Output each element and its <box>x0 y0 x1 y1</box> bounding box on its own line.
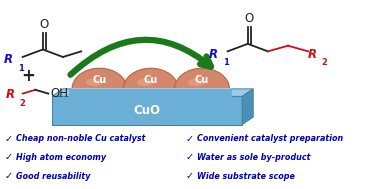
Text: Cheap non-noble Cu catalyst: Cheap non-noble Cu catalyst <box>16 134 146 143</box>
Text: Good reusability: Good reusability <box>16 172 91 181</box>
Text: Cu: Cu <box>92 75 107 85</box>
Text: ✓: ✓ <box>186 134 194 144</box>
Text: ✓: ✓ <box>186 152 194 162</box>
Ellipse shape <box>137 79 153 86</box>
Text: CuO: CuO <box>133 104 161 117</box>
Text: ✓: ✓ <box>5 134 12 144</box>
Text: OH: OH <box>50 87 68 100</box>
Ellipse shape <box>86 79 102 86</box>
Text: R: R <box>5 88 14 101</box>
Text: 1: 1 <box>223 58 229 67</box>
Bar <box>69 89 130 111</box>
Polygon shape <box>52 96 242 125</box>
Bar <box>71 88 129 89</box>
Text: R: R <box>307 48 316 61</box>
Text: High atom economy: High atom economy <box>16 153 106 162</box>
Ellipse shape <box>188 79 205 86</box>
Bar <box>122 88 180 89</box>
Text: ✓: ✓ <box>186 171 194 181</box>
Bar <box>172 89 232 111</box>
Text: Cu: Cu <box>195 75 209 85</box>
Text: ✓: ✓ <box>5 171 12 181</box>
Polygon shape <box>242 89 253 125</box>
Bar <box>121 89 181 111</box>
Bar <box>173 88 231 89</box>
Text: R: R <box>209 48 217 61</box>
Text: R: R <box>3 53 12 66</box>
Text: Cu: Cu <box>144 75 158 85</box>
Ellipse shape <box>72 68 127 109</box>
Text: O: O <box>245 12 254 25</box>
Text: 2: 2 <box>322 58 328 67</box>
Polygon shape <box>52 89 253 96</box>
Text: Water as sole by-product: Water as sole by-product <box>197 153 311 162</box>
Text: Convenient catalyst preparation: Convenient catalyst preparation <box>197 134 344 143</box>
Text: Wide substrate scope: Wide substrate scope <box>197 172 295 181</box>
Text: 2: 2 <box>20 99 26 108</box>
Text: O: O <box>40 18 49 31</box>
Text: 1: 1 <box>18 64 24 73</box>
Text: +: + <box>21 67 35 85</box>
Ellipse shape <box>123 68 178 109</box>
Ellipse shape <box>175 68 229 109</box>
Text: ✓: ✓ <box>5 152 12 162</box>
